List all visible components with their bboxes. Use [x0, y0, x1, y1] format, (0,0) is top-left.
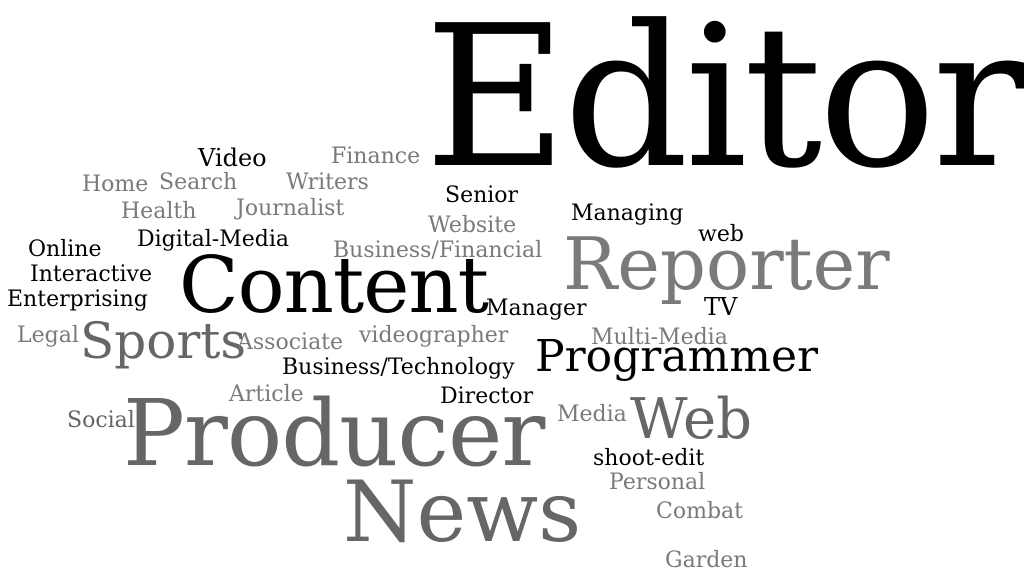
word-director: Director	[440, 384, 534, 409]
word-article: Article	[229, 382, 304, 407]
word-programmer: Programmer	[535, 331, 819, 382]
word-news: News	[343, 463, 582, 561]
word-health: Health	[121, 199, 197, 224]
word-online: Online	[28, 237, 102, 262]
word-web-small: web	[698, 222, 744, 247]
word-digital-media: Digital-Media	[137, 227, 290, 252]
word-finance: Finance	[331, 144, 421, 169]
word-journalist: Journalist	[236, 196, 345, 221]
word-video: Video	[198, 144, 267, 172]
word-tv: TV	[704, 293, 738, 321]
word-editor: Editor	[424, 0, 1024, 212]
word-legal: Legal	[17, 323, 79, 348]
word-sports: Sports	[80, 312, 247, 370]
word-business-technology: Business/Technology	[282, 355, 515, 380]
word-videographer: videographer	[359, 323, 509, 348]
word-producer: Producer	[123, 380, 545, 487]
word-senior: Senior	[445, 183, 519, 208]
word-writers: Writers	[286, 170, 369, 195]
word-social: Social	[67, 408, 135, 433]
word-web-large: Web	[630, 387, 752, 452]
word-managing: Managing	[571, 201, 684, 226]
word-multi-media: Multi-Media	[591, 325, 728, 350]
word-combat: Combat	[656, 499, 743, 524]
word-search: Search	[159, 170, 238, 195]
word-home: Home	[82, 172, 149, 197]
word-garden: Garden	[665, 548, 748, 573]
word-enterprising: Enterprising	[7, 287, 148, 312]
word-interactive: Interactive	[30, 262, 152, 287]
word-manager: Manager	[486, 296, 587, 321]
word-shoot-edit: shoot-edit	[593, 446, 705, 471]
word-business-financial: Business/Financial	[333, 238, 543, 263]
word-content: Content	[179, 241, 489, 331]
word-reporter: Reporter	[563, 222, 890, 306]
word-personal: Personal	[609, 470, 706, 495]
word-media: Media	[557, 402, 627, 427]
word-associate: Associate	[237, 330, 344, 355]
word-website: Website	[428, 213, 517, 238]
